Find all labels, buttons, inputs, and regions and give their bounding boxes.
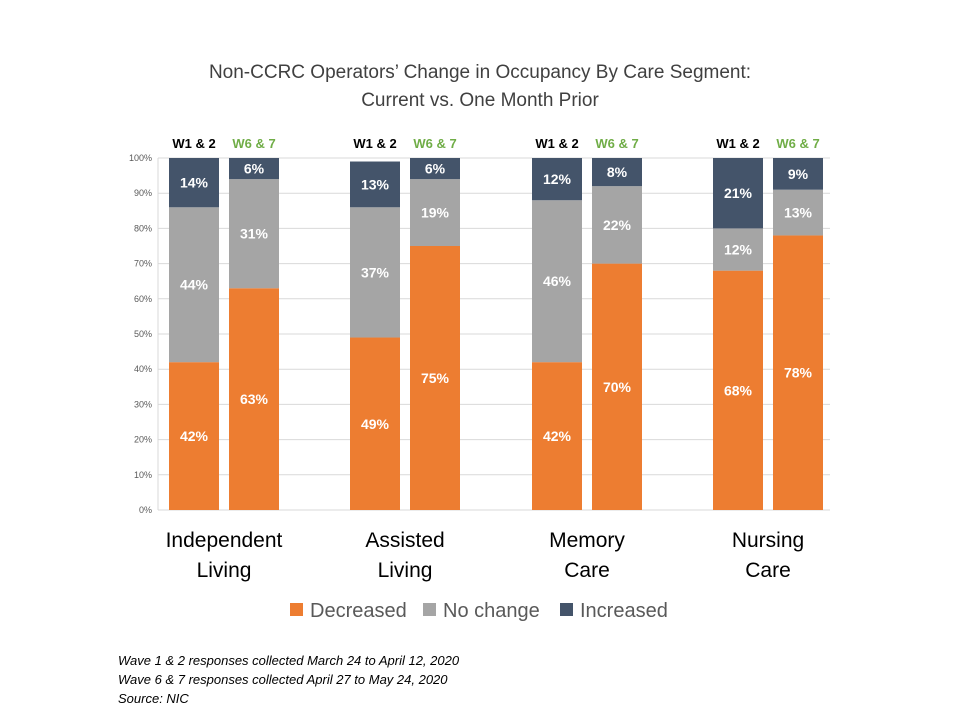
bar-segment-no-change [350,207,400,338]
legend-swatch-no-change [423,603,436,616]
category-label: Memory [549,529,625,552]
bar-segment-decreased [229,288,279,510]
data-label: 75% [421,370,450,386]
data-label: 12% [724,242,753,258]
category-label: Living [197,559,252,582]
data-label: 42% [543,428,572,444]
bar-segment-increased [532,158,582,201]
bar-segment-increased [350,161,400,208]
y-tick-label: 40% [134,364,152,374]
bar-segment-increased [229,158,279,180]
data-label: 12% [543,171,572,187]
legend-swatch-decreased [290,603,303,616]
bar-segment-no-change [169,207,219,363]
bar-segment-no-change [229,179,279,289]
data-label: 22% [603,217,632,233]
bar-segment-decreased [713,270,763,510]
bar-segment-increased [592,158,642,187]
bar-wave-label: W6 & 7 [232,136,275,151]
data-label: 6% [425,161,446,177]
y-tick-label: 60% [134,294,152,304]
data-label: 8% [607,164,628,180]
bar-wave-label: W1 & 2 [172,136,215,151]
data-label: 46% [543,273,572,289]
legend-swatch-increased [560,603,573,616]
data-label: 6% [244,161,265,177]
chart-title: Non-CCRC Operators’ Change in Occupancy … [208,62,752,83]
data-label: 68% [724,382,753,398]
category-label: Care [564,559,610,582]
bar-segment-decreased [773,235,823,510]
data-label: 44% [180,277,209,293]
bar-segment-decreased [169,362,219,510]
bar-segment-decreased [532,362,582,510]
data-label: 78% [784,365,813,381]
bar-segment-decreased [410,246,460,510]
category-label: Assisted [365,529,444,552]
y-tick-label: 100% [129,153,152,163]
bar-wave-label: W1 & 2 [353,136,396,151]
bar-segment-no-change [713,228,763,271]
bar-wave-label: W6 & 7 [776,136,819,151]
footnotes: Wave 1 & 2 responses collected March 24 … [118,651,459,708]
category-label: Living [378,559,433,582]
data-label: 42% [180,428,209,444]
y-tick-label: 70% [134,259,152,269]
legend-label: Increased [580,600,668,622]
legend-label: No change [443,600,540,622]
bar-segment-no-change [410,179,460,246]
category-label: Independent [166,529,283,552]
bar-segment-increased [169,158,219,208]
y-tick-label: 30% [134,399,152,409]
data-label: 31% [240,226,269,242]
category-label: Nursing [732,529,804,552]
data-label: 49% [361,416,390,432]
data-label: 19% [421,205,450,221]
y-tick-label: 0% [139,505,152,515]
y-tick-label: 90% [134,188,152,198]
y-tick-label: 20% [134,435,152,445]
category-label: Care [745,559,791,582]
bar-segment-decreased [592,263,642,510]
data-label: 13% [784,205,813,221]
y-tick-label: 50% [134,329,152,339]
bar-segment-increased [773,158,823,190]
bar-segment-decreased [350,337,400,510]
bar-segment-no-change [773,189,823,236]
data-label: 9% [788,166,809,182]
y-tick-label: 80% [134,223,152,233]
data-label: 63% [240,391,269,407]
data-label: 37% [361,264,390,280]
bar-segment-no-change [592,186,642,264]
footnote-source: Source: NIC [118,691,189,706]
bar-segment-increased [410,158,460,180]
y-tick-label: 10% [134,470,152,480]
data-label: 13% [361,176,390,192]
bar-wave-label: W6 & 7 [595,136,638,151]
bar-segment-no-change [532,200,582,363]
bar-wave-label: W1 & 2 [535,136,578,151]
footnote-wave-1-2: Wave 1 & 2 responses collected March 24 … [118,653,460,668]
data-label: 21% [724,185,753,201]
footnote-wave-6-7: Wave 6 & 7 responses collected April 27 … [118,672,448,687]
bar-segment-increased [713,158,763,229]
chart-subtitle: Current vs. One Month Prior [361,90,599,111]
data-label: 14% [180,175,209,191]
bar-wave-label: W1 & 2 [716,136,759,151]
bar-wave-label: W6 & 7 [413,136,456,151]
data-label: 70% [603,379,632,395]
legend-label: Decreased [310,600,407,622]
